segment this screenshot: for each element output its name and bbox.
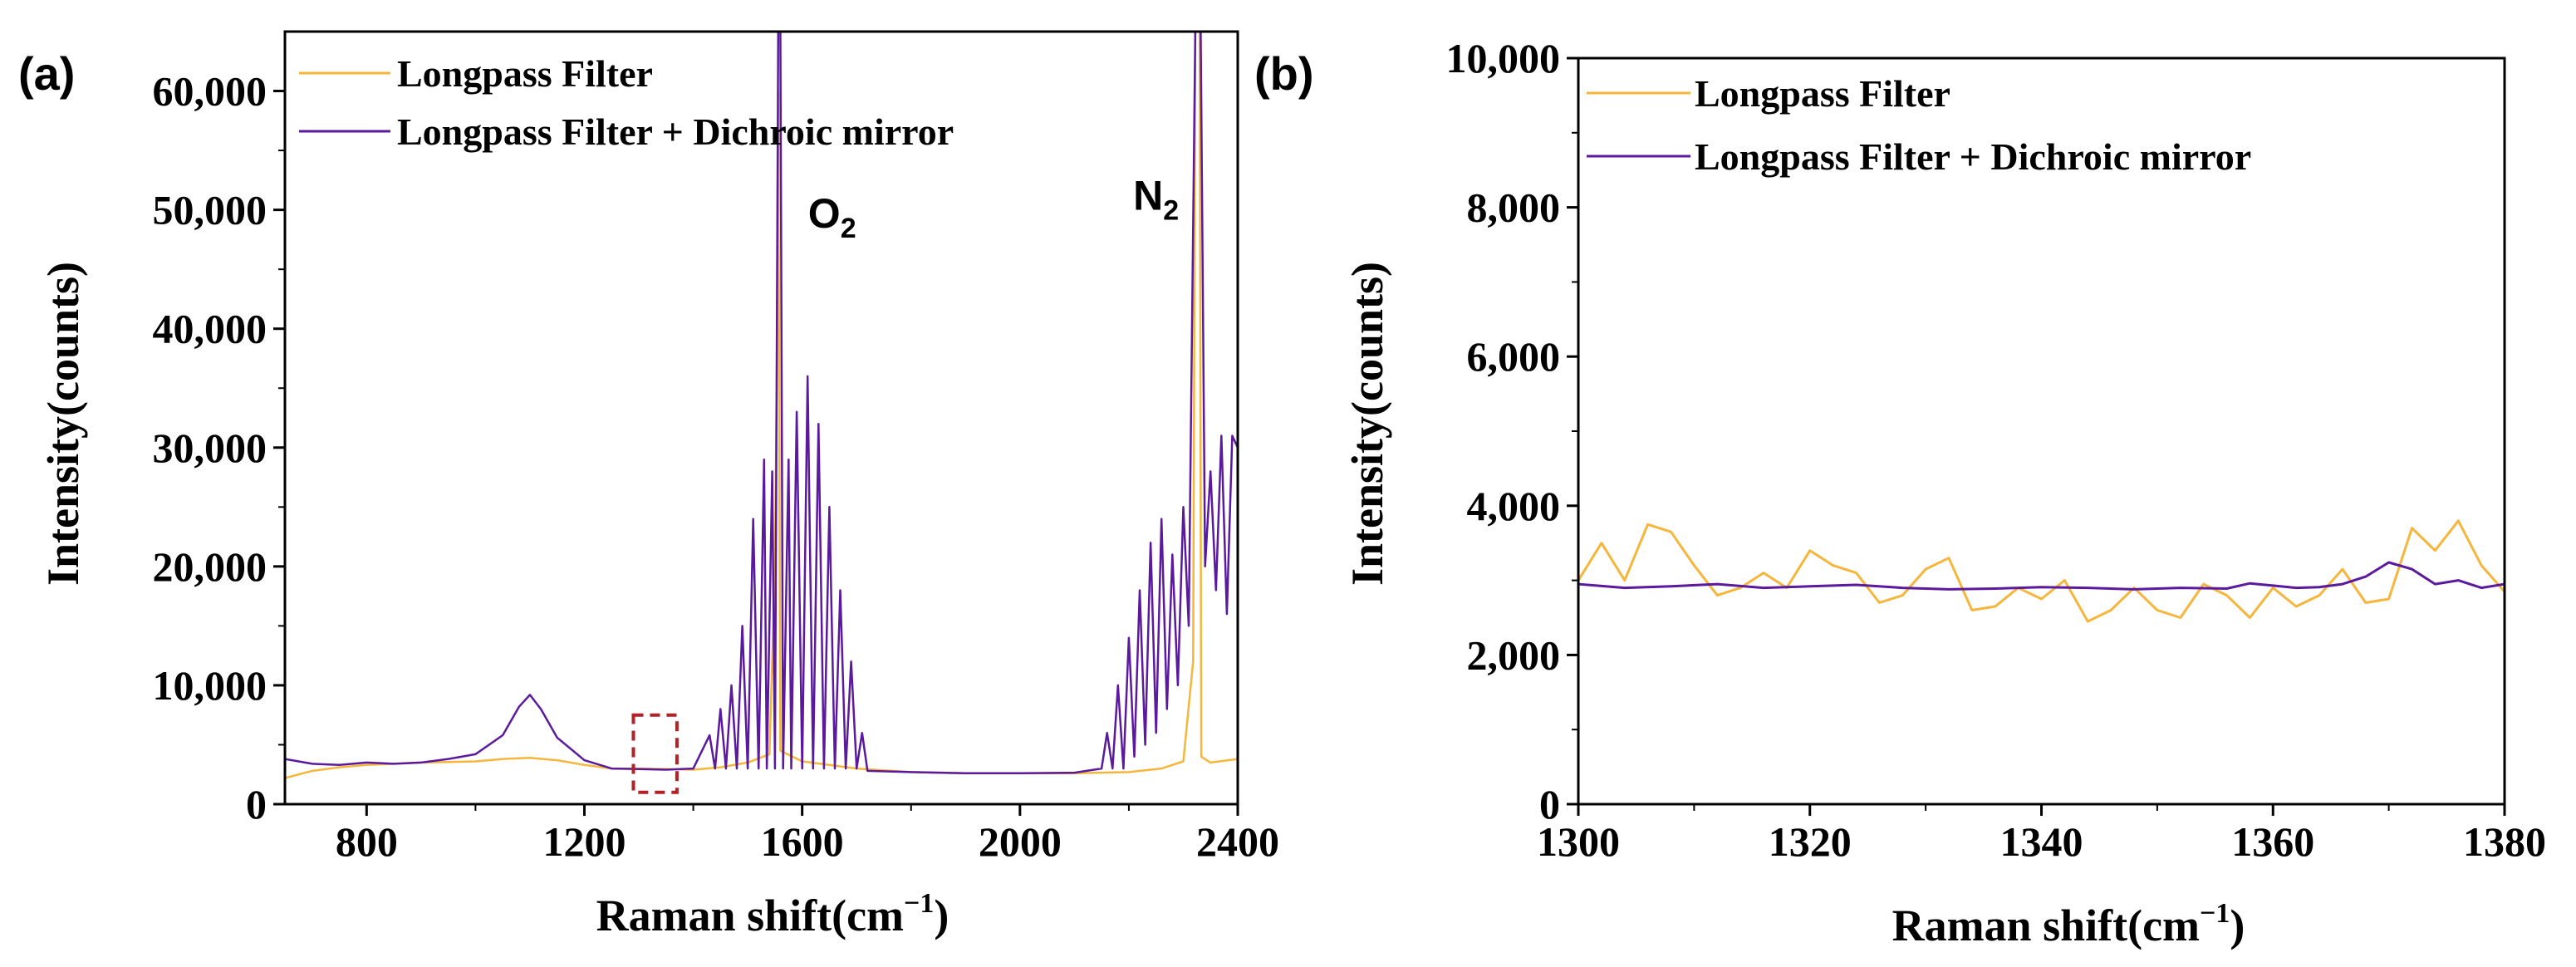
n2-annotation-sub: 2 — [1163, 195, 1179, 227]
panel-a-xtick-label: 1600 — [761, 818, 844, 865]
panel-b-xlabel-main: Raman shift(cm — [1892, 901, 2200, 950]
panel-b-xlabel: Raman shift(cm−1) — [1892, 898, 2245, 950]
panel-a-label: (a) — [18, 47, 75, 100]
panel-b-ytick-label: 4,000 — [1467, 483, 1561, 529]
panel-a-xlabel-close: ) — [934, 891, 949, 940]
panel-b-ytick-label: 2,000 — [1467, 631, 1561, 678]
panel-b-xtick-label: 1300 — [1537, 818, 1620, 865]
panel-b-series-longpass — [1578, 519, 2505, 623]
panel-b-ytick-label: 8,000 — [1467, 184, 1561, 231]
panel-a-ytick-label: 20,000 — [153, 543, 267, 590]
zoom-region-box — [631, 713, 679, 794]
panel-a-ytick-label: 10,000 — [153, 662, 267, 709]
panel-a-frame — [283, 30, 1239, 806]
panel-a-ytick-label: 60,000 — [153, 68, 267, 115]
panel-a-plot-area — [285, 32, 1238, 779]
legend-label-longpass: Longpass Filter — [397, 52, 653, 95]
panel-a-annotations: O2 N2 — [808, 173, 1179, 244]
o2-annotation: O2 — [808, 190, 856, 244]
panel-a-xtick-label: 1200 — [542, 818, 626, 865]
panel-b-xtick-label: 1360 — [2231, 818, 2314, 865]
panel-a-ytick-label: 0 — [246, 781, 267, 827]
panel-b-label: (b) — [1254, 47, 1314, 100]
panel-b-xtick-label: 1380 — [2463, 818, 2546, 865]
panel-a-ylabel: Intensity(counts) — [38, 262, 88, 586]
o2-annotation-sub: 2 — [841, 213, 856, 244]
n2-annotation: N2 — [1133, 173, 1179, 227]
panel-b: (b) 1300 1320 1340 1360 1380 0 2,000 4,000 6,000… — [1254, 35, 2546, 950]
panel-a-series-dichroic — [285, 32, 1238, 775]
panel-b-xlabel-sup: −1 — [2200, 898, 2230, 929]
legend-label-longpass-b: Longpass Filter — [1695, 72, 1950, 115]
panel-a-xtick-label: 800 — [336, 818, 398, 865]
panel-b-legend: Longpass Filter Longpass Filter + Dichro… — [1587, 72, 2251, 178]
panel-b-ytick-label: 6,000 — [1467, 333, 1561, 380]
panel-b-ytick-label: 0 — [1539, 781, 1560, 827]
panel-b-ylabel: Intensity(counts) — [1342, 262, 1392, 586]
n2-annotation-main: N — [1133, 173, 1163, 219]
panel-a-xlabel: Raman shift(cm−1) — [596, 888, 949, 940]
panel-b-series-dichroic — [1578, 561, 2505, 591]
panel-b-ytick-label: 10,000 — [1446, 35, 1561, 81]
panel-b-xtick-label: 1340 — [2000, 818, 2083, 865]
panel-a-xlabel-sup: −1 — [904, 888, 934, 919]
panel-a-axes: 800 1200 1600 2000 2400 0 10,000 20,000 30,000 40… — [153, 30, 1279, 865]
panel-a-xtick-label: 2000 — [979, 818, 1062, 865]
legend-label-dichroic: Longpass Filter + Dichroic mirror — [397, 110, 954, 153]
panel-b-axes: 1300 1320 1340 1360 1380 0 2,000 4,000 6,000 8,00… — [1446, 35, 2547, 865]
panel-a-ytick-label: 50,000 — [153, 187, 267, 233]
panel-a-xlabel-main: Raman shift(cm — [596, 891, 904, 940]
panel-b-xtick-label: 1320 — [1769, 818, 1852, 865]
panel-b-plot-area — [1578, 519, 2505, 623]
panel-a: (a) 800 1200 1600 2000 2400 0 10,000 20,000 30,0… — [18, 30, 1279, 940]
legend-label-dichroic-b: Longpass Filter + Dichroic mirror — [1695, 135, 2251, 178]
panel-a-ytick-label: 40,000 — [153, 306, 267, 352]
panel-a-legend: Longpass Filter Longpass Filter + Dichro… — [299, 52, 954, 153]
o2-annotation-main: O — [808, 190, 841, 237]
panel-a-xtick-label: 2400 — [1196, 818, 1279, 865]
panel-a-ytick-label: 30,000 — [153, 425, 267, 471]
panel-b-xlabel-close: ) — [2230, 901, 2245, 950]
